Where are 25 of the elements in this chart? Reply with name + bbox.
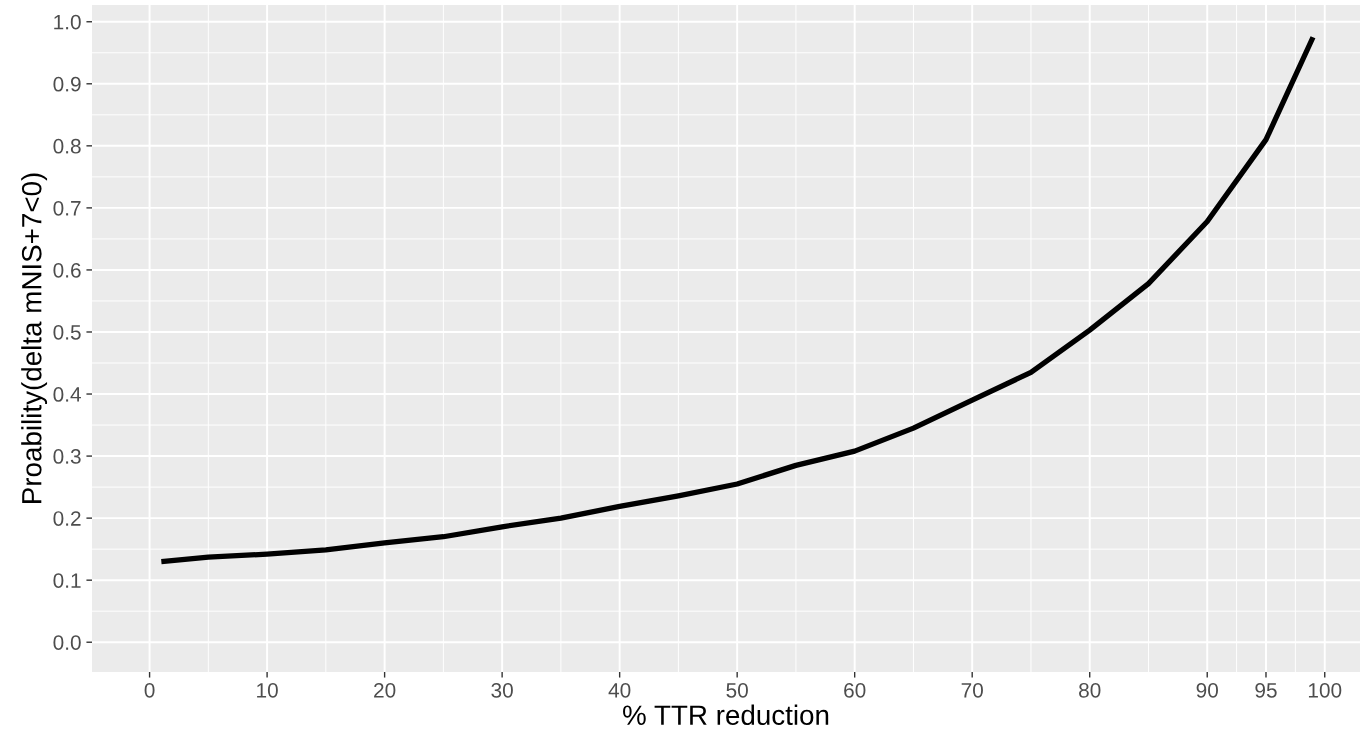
x-tick-label: 0 [144, 682, 155, 698]
x-tick-label: 60 [844, 682, 866, 698]
y-tick-label: 0.3 [53, 449, 81, 464]
y-tick-label: 0.6 [53, 262, 81, 278]
y-tick-label: 0.1 [53, 573, 81, 588]
x-tick-label: 50 [726, 682, 748, 698]
x-tick-label: 95 [1255, 682, 1277, 698]
y-axis-title: Proability(delta mNIS+7<0) [21, 173, 48, 503]
y-tick-label: 0.9 [53, 76, 81, 92]
x-tick-label: 40 [608, 682, 631, 698]
y-tick-label: 0.4 [53, 387, 81, 402]
x-axis-title: % TTR reduction [623, 704, 829, 726]
y-tick-label: 1.0 [54, 14, 81, 30]
x-tick-label: 80 [1079, 682, 1101, 698]
y-tick-label: 0.0 [53, 635, 81, 650]
y-tick-label: 0.8 [53, 138, 81, 154]
x-tick-label: 100 [1308, 682, 1342, 698]
y-tick-label: 0.2 [53, 511, 81, 526]
x-tick-label: 70 [961, 682, 983, 698]
y-tick-label: 0.7 [53, 200, 81, 216]
x-tick-label: 90 [1196, 682, 1218, 698]
x-tick-label: 10 [257, 682, 278, 698]
x-tick-label: 30 [491, 682, 513, 698]
y-tick-label: 0.5 [53, 324, 81, 340]
x-tick-label: 20 [374, 682, 396, 698]
